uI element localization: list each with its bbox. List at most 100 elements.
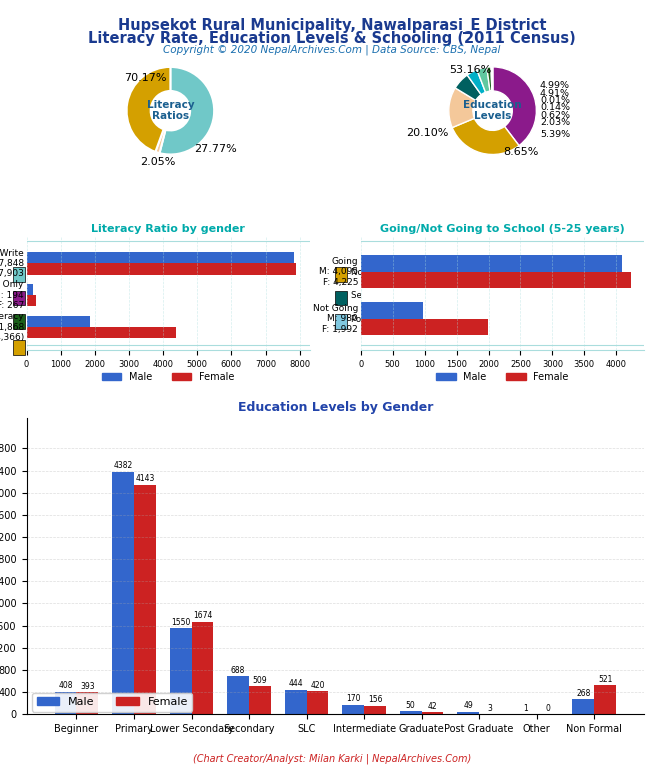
- Text: 49: 49: [463, 701, 473, 710]
- FancyBboxPatch shape: [13, 340, 25, 355]
- Text: SLC (864): SLC (864): [511, 291, 552, 300]
- Text: 0.01%: 0.01%: [540, 96, 570, 105]
- Legend: Male, Female: Male, Female: [32, 693, 193, 712]
- Text: Post Graduate (22): Post Graduate (22): [351, 315, 433, 323]
- Text: 50: 50: [406, 701, 416, 710]
- Text: 2.03%: 2.03%: [540, 118, 570, 127]
- Text: Read Only (461): Read Only (461): [192, 268, 262, 276]
- Text: 8.65%: 8.65%: [503, 147, 539, 157]
- Text: Graduate (100): Graduate (100): [192, 315, 258, 323]
- Text: 408: 408: [58, 681, 73, 690]
- Text: 53.16%: 53.16%: [450, 65, 492, 75]
- Text: Literacy
Ratios: Literacy Ratios: [147, 100, 194, 121]
- Bar: [27, 263, 296, 275]
- Wedge shape: [155, 129, 165, 153]
- Text: 0.14%: 0.14%: [540, 103, 570, 112]
- Bar: [400, 711, 422, 714]
- Text: 70.17%: 70.17%: [124, 73, 167, 83]
- Wedge shape: [127, 67, 171, 152]
- Text: 3: 3: [487, 703, 493, 713]
- Text: 393: 393: [80, 682, 95, 691]
- Wedge shape: [491, 67, 493, 91]
- Text: 268: 268: [576, 689, 590, 698]
- Text: 4.91%: 4.91%: [540, 88, 570, 98]
- Text: 1674: 1674: [193, 611, 212, 620]
- Title: Going/Not Going to School (5-25 years): Going/Not Going to School (5-25 years): [380, 223, 625, 233]
- Bar: [27, 295, 36, 306]
- Text: Lower Secondary (3,224): Lower Secondary (3,224): [192, 291, 300, 300]
- Title: Literacy Ratio by gender: Literacy Ratio by gender: [91, 223, 245, 233]
- Bar: [76, 693, 98, 714]
- Wedge shape: [159, 67, 214, 154]
- FancyBboxPatch shape: [176, 290, 187, 305]
- Wedge shape: [449, 88, 476, 127]
- Text: Hupsekot Rural Municipality, Nawalparasi_E District: Hupsekot Rural Municipality, Nawalparasi…: [118, 18, 546, 34]
- Text: 0: 0: [545, 703, 550, 713]
- Text: 1550: 1550: [171, 618, 191, 627]
- FancyBboxPatch shape: [13, 314, 25, 329]
- Wedge shape: [477, 68, 490, 92]
- FancyBboxPatch shape: [495, 314, 506, 329]
- Text: 0.62%: 0.62%: [540, 111, 570, 120]
- Text: Non Formal (787): Non Formal (787): [29, 341, 104, 349]
- Text: 20.10%: 20.10%: [406, 127, 449, 137]
- FancyBboxPatch shape: [335, 314, 347, 329]
- Bar: [361, 272, 631, 288]
- Bar: [134, 485, 156, 714]
- Text: 509: 509: [253, 676, 268, 684]
- Text: 444: 444: [288, 679, 303, 688]
- Legend: Male, Female: Male, Female: [432, 368, 572, 386]
- Bar: [27, 316, 90, 327]
- Bar: [27, 252, 294, 263]
- Bar: [422, 712, 444, 714]
- Text: Secondary (1,387): Secondary (1,387): [351, 291, 431, 300]
- Text: Copyright © 2020 NepalArchives.Com | Data Source: CBS, Nepal: Copyright © 2020 NepalArchives.Com | Dat…: [163, 45, 501, 55]
- Bar: [227, 676, 249, 714]
- Text: 1: 1: [523, 703, 528, 713]
- Wedge shape: [456, 75, 481, 101]
- Text: 688: 688: [231, 666, 245, 675]
- Bar: [285, 690, 307, 714]
- Bar: [457, 711, 479, 714]
- Text: Intermediate (326): Intermediate (326): [29, 315, 111, 323]
- Bar: [594, 685, 616, 714]
- Text: 2.05%: 2.05%: [140, 157, 176, 167]
- Bar: [364, 706, 386, 714]
- Bar: [361, 319, 488, 336]
- Text: Literacy Rate, Education Levels & Schooling (2011 Census): Literacy Rate, Education Levels & School…: [88, 31, 576, 46]
- Bar: [342, 705, 364, 714]
- Bar: [112, 472, 134, 714]
- FancyBboxPatch shape: [13, 267, 25, 282]
- Bar: [191, 621, 213, 714]
- Text: Primary (8,525): Primary (8,525): [29, 291, 96, 300]
- Wedge shape: [467, 70, 485, 94]
- Bar: [361, 255, 622, 272]
- Text: 170: 170: [346, 694, 361, 703]
- Text: Beginner (801): Beginner (801): [511, 268, 576, 276]
- Text: 42: 42: [428, 701, 438, 710]
- Text: Read & Write (15,751): Read & Write (15,751): [29, 268, 125, 276]
- Legend: Male, Female: Male, Female: [98, 368, 238, 386]
- Bar: [27, 327, 175, 338]
- FancyBboxPatch shape: [335, 290, 347, 305]
- Bar: [27, 284, 33, 295]
- Text: 4382: 4382: [114, 461, 133, 470]
- FancyBboxPatch shape: [176, 314, 187, 329]
- Text: 4.99%: 4.99%: [540, 81, 570, 90]
- Text: 420: 420: [310, 680, 325, 690]
- Bar: [54, 692, 76, 714]
- Bar: [249, 686, 271, 714]
- FancyBboxPatch shape: [176, 267, 187, 282]
- Text: (Chart Creator/Analyst: Milan Karki | NepalArchives.Com): (Chart Creator/Analyst: Milan Karki | Ne…: [193, 753, 471, 764]
- FancyBboxPatch shape: [335, 267, 347, 282]
- FancyBboxPatch shape: [495, 290, 506, 305]
- Text: Others (1): Others (1): [511, 315, 554, 323]
- Wedge shape: [452, 118, 519, 154]
- FancyBboxPatch shape: [13, 290, 25, 305]
- Text: 521: 521: [598, 675, 612, 684]
- Bar: [361, 303, 424, 319]
- Text: No Literacy (6,234): No Literacy (6,234): [351, 268, 434, 276]
- Wedge shape: [493, 67, 537, 146]
- Text: 5.39%: 5.39%: [540, 131, 570, 139]
- Bar: [170, 628, 191, 714]
